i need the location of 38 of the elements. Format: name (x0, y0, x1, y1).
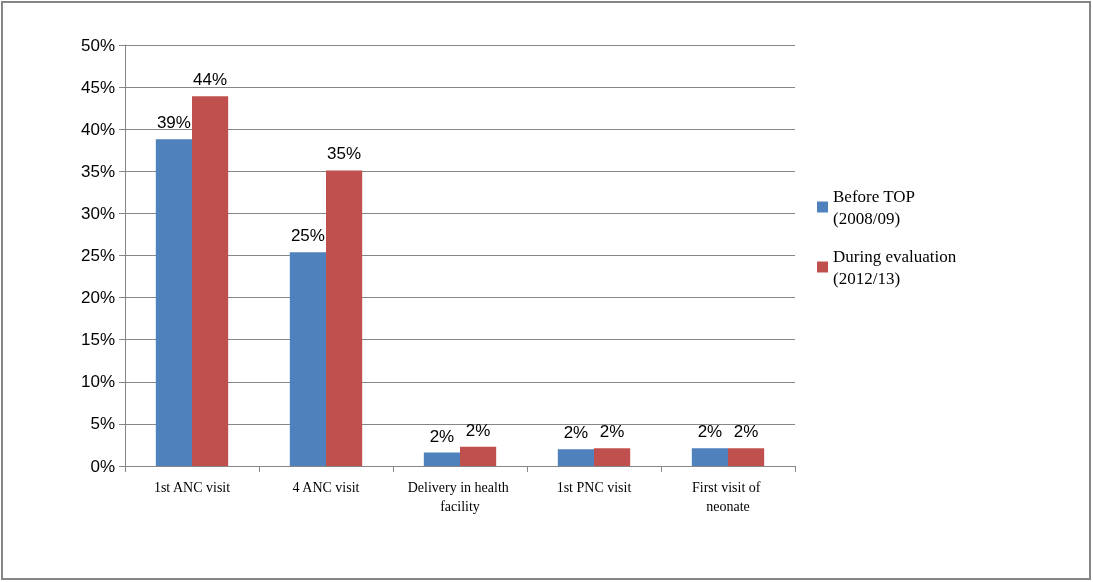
data-label: 2% (465, 420, 491, 440)
legend-label: Before TOP (2008/09) (833, 186, 916, 228)
bar (728, 448, 765, 466)
x-tick-label: 1st ANC visit (153, 480, 231, 495)
y-tick-label: 50% (80, 35, 115, 55)
y-tick-label: 20% (80, 288, 115, 308)
bar (423, 452, 460, 466)
bar (460, 446, 497, 466)
data-label: 2% (733, 422, 759, 442)
y-tick-label: 25% (80, 246, 115, 265)
bar (691, 448, 728, 466)
y-tick-label: 15% (80, 330, 115, 350)
x-tick-label: 4 ANC visit (292, 480, 360, 495)
bar (557, 449, 594, 466)
data-label: 25% (290, 226, 325, 246)
bar (155, 139, 192, 466)
y-tick-label: 35% (80, 161, 115, 181)
data-label: 35% (327, 144, 362, 164)
bar (326, 170, 363, 466)
data-label: 2% (697, 422, 723, 442)
data-label: 44% (193, 70, 228, 90)
x-tick-label: 1st PNC visit (556, 480, 632, 495)
x-tick-label: Delivery in health facility (407, 480, 513, 514)
bar (192, 96, 229, 466)
data-label: 2% (563, 423, 589, 443)
data-label: 39% (156, 113, 191, 133)
y-tick-label: 10% (80, 372, 115, 392)
bar (289, 252, 326, 466)
y-tick-label: 0% (90, 456, 115, 476)
legend-label: During evaluation (2012/13) (833, 246, 957, 288)
bar (594, 448, 631, 466)
y-tick-label: 5% (90, 414, 115, 434)
data-label: 2% (429, 426, 455, 446)
x-tick-label: First visit of neonate (692, 480, 764, 514)
y-tick-label: 45% (80, 77, 115, 97)
y-tick-label: 30% (80, 203, 115, 223)
y-tick-label: 40% (80, 119, 115, 139)
data-label: 2% (599, 422, 625, 442)
